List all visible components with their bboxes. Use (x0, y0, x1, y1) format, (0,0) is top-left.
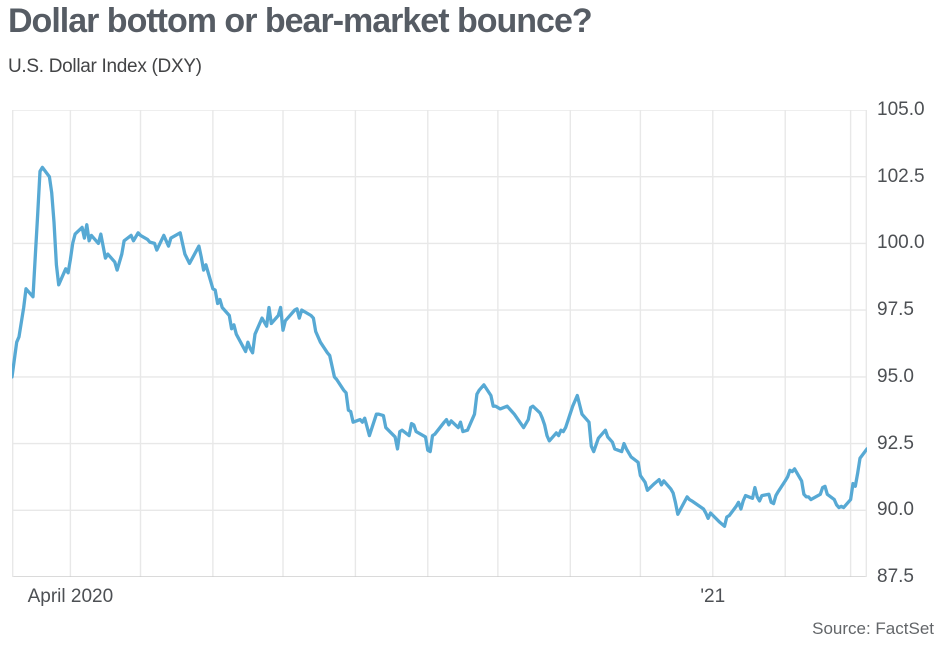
y-tick-label: 97.5 (877, 299, 914, 321)
plot-area (12, 110, 867, 577)
x-tick-label: April 2020 (27, 586, 114, 607)
dxy-line-chart (12, 110, 867, 577)
y-tick-label: 95.0 (877, 365, 914, 387)
page-title: Dollar bottom or bear-market bounce? (8, 2, 593, 40)
y-tick-label: 100.0 (877, 232, 925, 254)
x-tick-label: '21 (700, 586, 726, 607)
y-tick-label: 102.5 (877, 165, 925, 187)
source-credit: Source: FactSet (812, 619, 934, 638)
chart-subtitle: U.S. Dollar Index (DXY) (8, 56, 202, 77)
dxy-series-line (12, 165, 867, 528)
y-tick-label: 92.5 (877, 432, 914, 454)
y-tick-label: 105.0 (877, 99, 925, 120)
y-tick-label: 87.5 (877, 566, 914, 587)
y-tick-label: 90.0 (877, 499, 914, 521)
